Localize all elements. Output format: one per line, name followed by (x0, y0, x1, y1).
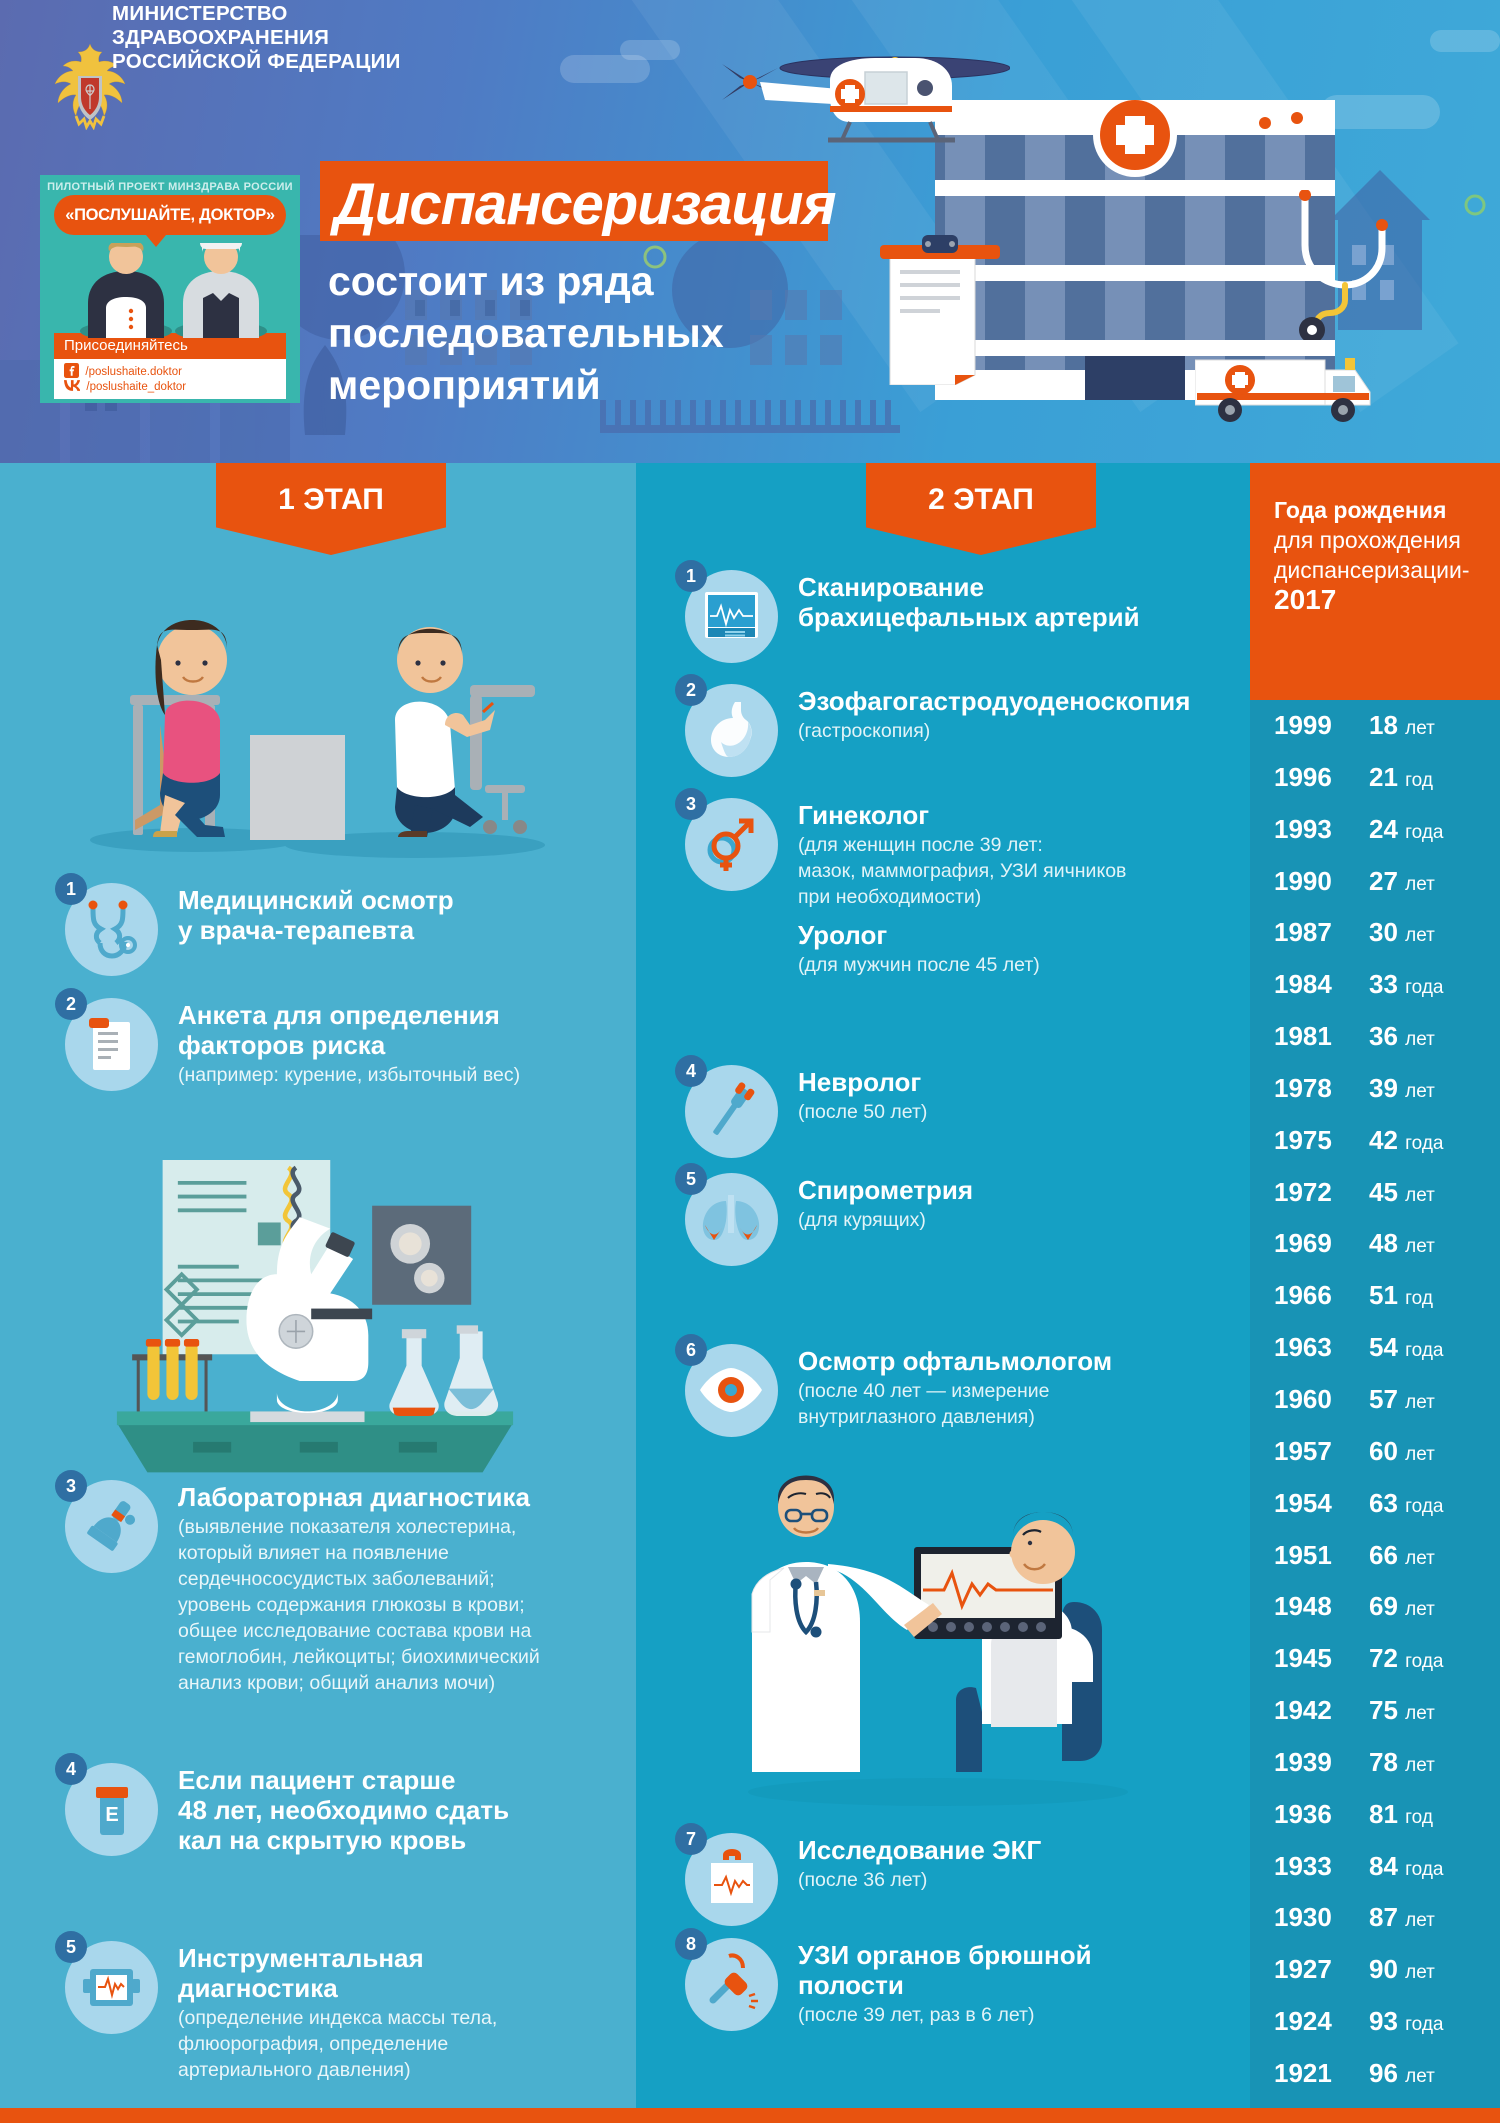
svg-text:E: E (105, 1804, 118, 1826)
